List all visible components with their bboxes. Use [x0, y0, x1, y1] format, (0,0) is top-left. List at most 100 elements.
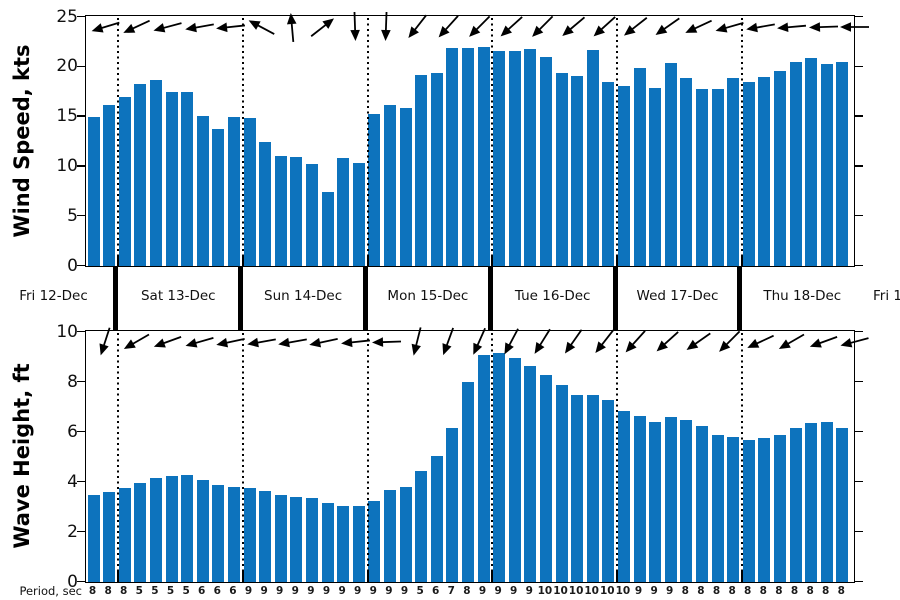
- wind-direction-arrow: [338, 10, 371, 43]
- wind-direction-arrow: [395, 5, 440, 50]
- wave-bar: [571, 394, 584, 582]
- wave-bar: [352, 505, 365, 582]
- wind-bar: [773, 70, 786, 266]
- wave-bar: [259, 490, 272, 582]
- period-value: 8: [837, 585, 845, 597]
- wind-bar: [493, 50, 506, 266]
- wave-bar: [165, 475, 178, 582]
- wind-bar: [118, 96, 131, 266]
- wave-bar: [415, 470, 428, 582]
- day-boundary-gridline: [740, 333, 743, 580]
- wind-bar: [352, 163, 365, 266]
- period-value: 9: [244, 585, 253, 597]
- wind-ytick-left: [77, 65, 85, 67]
- period-value: 9: [354, 585, 362, 597]
- wave-direction-arrow: [274, 323, 311, 360]
- wind-direction-arrow: [85, 7, 125, 47]
- wind-direction-arrow: [644, 5, 689, 50]
- wave-bar: [758, 438, 771, 582]
- wind-bar: [664, 62, 677, 266]
- wave-bar: [742, 439, 755, 582]
- period-value: 5: [151, 585, 159, 597]
- wind-bar: [305, 164, 318, 266]
- wind-bar: [430, 72, 443, 266]
- wave-bar: [243, 488, 256, 582]
- wind-bar: [836, 61, 849, 266]
- wave-bar: [118, 488, 131, 582]
- period-value: 5: [416, 585, 424, 597]
- wind-bar: [789, 61, 802, 266]
- wave-direction-arrow: [644, 319, 689, 364]
- period-value: 9: [510, 585, 518, 597]
- wind-bar: [368, 113, 381, 266]
- day-boundary-tick: [366, 255, 369, 266]
- wind-bar: [820, 63, 833, 266]
- wave-bar: [524, 365, 537, 582]
- period-value: 9: [276, 585, 284, 597]
- day-boundary-gridline: [491, 18, 494, 264]
- wave-direction-arrow: [489, 320, 532, 363]
- wave-ytick-label: 8: [67, 371, 78, 392]
- wave-ytick-right: [855, 480, 863, 483]
- day-boundary-gridline: [366, 333, 369, 580]
- wind-bar: [212, 128, 225, 266]
- wind-bar: [274, 156, 287, 266]
- wind-bar: [742, 81, 755, 266]
- wind-direction-arrow: [677, 6, 720, 49]
- wave-direction-arrow: [337, 324, 372, 359]
- period-value: 8: [744, 585, 752, 597]
- period-value: 9: [634, 585, 643, 597]
- wave-bar: [680, 419, 693, 582]
- wave-ytick-left: [77, 330, 85, 333]
- wind-direction-arrow: [275, 10, 310, 45]
- wave-ytick-label: 0: [67, 571, 78, 592]
- wind-bar: [617, 85, 630, 266]
- day-boundary-gridline: [491, 333, 494, 580]
- day-label: Fri 12-Dec: [19, 288, 88, 304]
- period-value: 9: [494, 585, 502, 597]
- period-value: 10: [584, 585, 599, 597]
- wind-direction-arrow: [582, 4, 627, 49]
- wave-bar: [181, 474, 194, 582]
- day-boundary-tick: [241, 571, 244, 582]
- wave-bar: [274, 494, 287, 582]
- period-value: 8: [697, 585, 705, 597]
- wind-bar: [243, 117, 256, 266]
- wave-direction-arrow: [739, 321, 782, 364]
- wind-bar: [602, 81, 615, 266]
- day-boundary-tick: [366, 571, 369, 582]
- period-value: 7: [447, 585, 455, 597]
- wave-direction-arrow: [551, 320, 596, 365]
- day-label: Mon 15-Dec: [387, 288, 469, 304]
- period-value: 9: [307, 585, 315, 597]
- period-value: 6: [198, 585, 206, 597]
- day-boundary-gridline: [740, 18, 743, 264]
- wave-ytick-left: [77, 530, 85, 533]
- day-boundary-tick: [116, 255, 119, 266]
- wind-direction-arrow: [457, 4, 502, 49]
- wave-bar: [539, 374, 552, 582]
- wave-ytick-label: 6: [67, 421, 78, 442]
- wind-direction-arrow: [148, 7, 187, 46]
- wave-direction-arrow: [211, 323, 249, 361]
- wind-direction-arrow: [301, 5, 346, 50]
- wind-bar: [149, 79, 162, 266]
- wind-bar: [805, 57, 818, 266]
- wind-direction-arrow: [774, 10, 809, 45]
- wind-ytick-right: [855, 264, 863, 267]
- wave-ytick-left: [77, 580, 85, 583]
- wave-height-axis-label: Wave Height, ft: [10, 363, 34, 549]
- wind-bar: [227, 116, 240, 266]
- day-boundary-tick: [491, 571, 494, 582]
- wind-bar: [415, 74, 428, 266]
- wind-direction-arrow: [426, 4, 471, 49]
- wind-direction-arrow: [519, 4, 564, 49]
- wave-ytick-label: 4: [67, 471, 78, 492]
- wind-bar: [87, 116, 100, 266]
- wave-bar: [337, 505, 350, 582]
- day-label: Fri 1: [873, 288, 900, 304]
- wave-direction-arrow: [458, 321, 500, 363]
- wind-direction-arrow: [180, 8, 217, 45]
- period-value: 9: [291, 585, 299, 597]
- wave-bar: [805, 423, 818, 582]
